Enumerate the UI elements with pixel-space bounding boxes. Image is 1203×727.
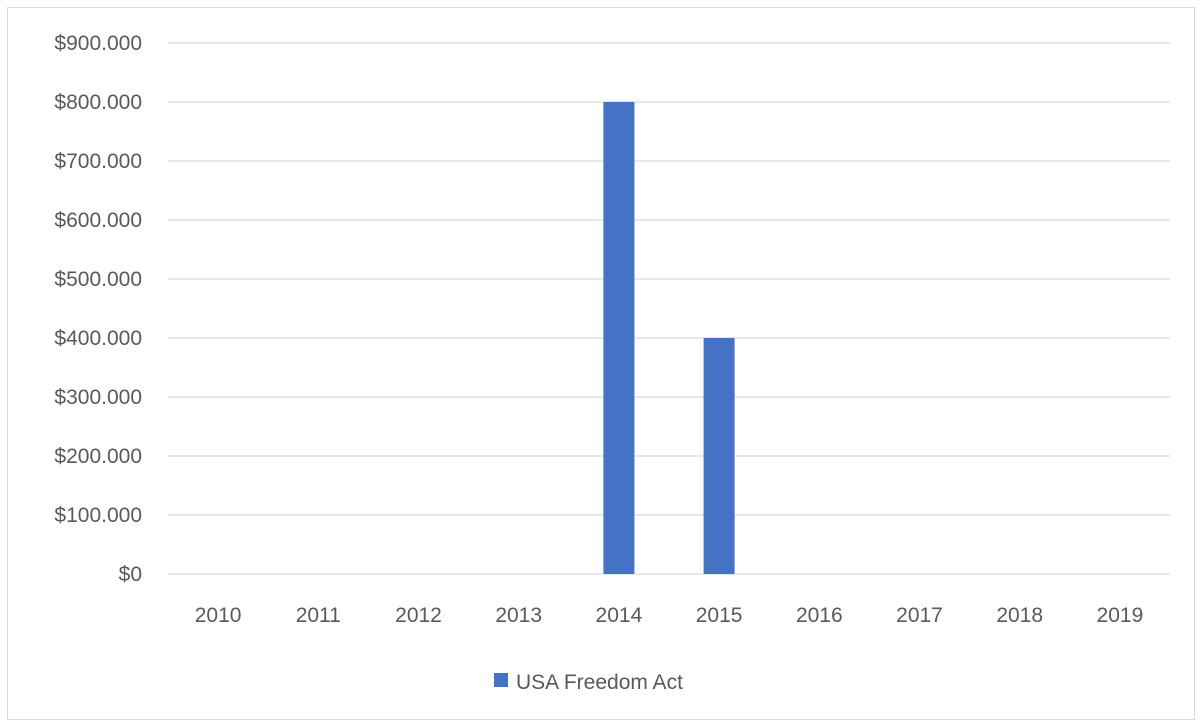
y-tick-label: $600.000 bbox=[54, 209, 142, 232]
x-tick-label: 2014 bbox=[596, 604, 643, 627]
y-tick-label: $900.000 bbox=[54, 32, 142, 55]
y-tick-label: $700.000 bbox=[54, 150, 142, 173]
y-axis-tick-labels: $0 $100.000 $200.000 $300.000 $400.000 $500.0… bbox=[54, 32, 142, 586]
x-tick-label: 2016 bbox=[796, 604, 843, 627]
y-tick-label: $800.000 bbox=[54, 91, 142, 114]
x-tick-label: 2012 bbox=[395, 604, 442, 627]
x-tick-label: 2011 bbox=[296, 604, 341, 627]
bar-2015 bbox=[703, 338, 735, 574]
y-tick-label: $300.000 bbox=[54, 386, 142, 409]
x-tick-label: 2015 bbox=[696, 604, 743, 627]
x-tick-label: 2019 bbox=[1097, 604, 1144, 627]
y-tick-label: $100.000 bbox=[54, 504, 142, 527]
y-tick-label: $0 bbox=[119, 563, 142, 586]
legend: USA Freedom Act bbox=[494, 671, 683, 694]
y-tick-label: $400.000 bbox=[54, 327, 142, 350]
chart-area bbox=[7, 7, 1195, 720]
y-tick-label: $200.000 bbox=[54, 445, 142, 468]
x-tick-label: 2013 bbox=[495, 604, 542, 627]
x-tick-label: 2018 bbox=[996, 604, 1043, 627]
x-tick-label: 2010 bbox=[195, 604, 242, 627]
bar-2014 bbox=[603, 102, 635, 574]
data-bars bbox=[603, 102, 735, 574]
gridlines bbox=[168, 42, 1170, 575]
x-axis-tick-labels: 2010 2011 2012 2013 2014 2015 2016 2017 2018 2019 bbox=[195, 604, 1144, 627]
legend-swatch bbox=[494, 673, 508, 687]
x-tick-label: 2017 bbox=[896, 604, 943, 627]
y-tick-label: $500.000 bbox=[54, 268, 142, 291]
legend-label: USA Freedom Act bbox=[516, 671, 683, 694]
